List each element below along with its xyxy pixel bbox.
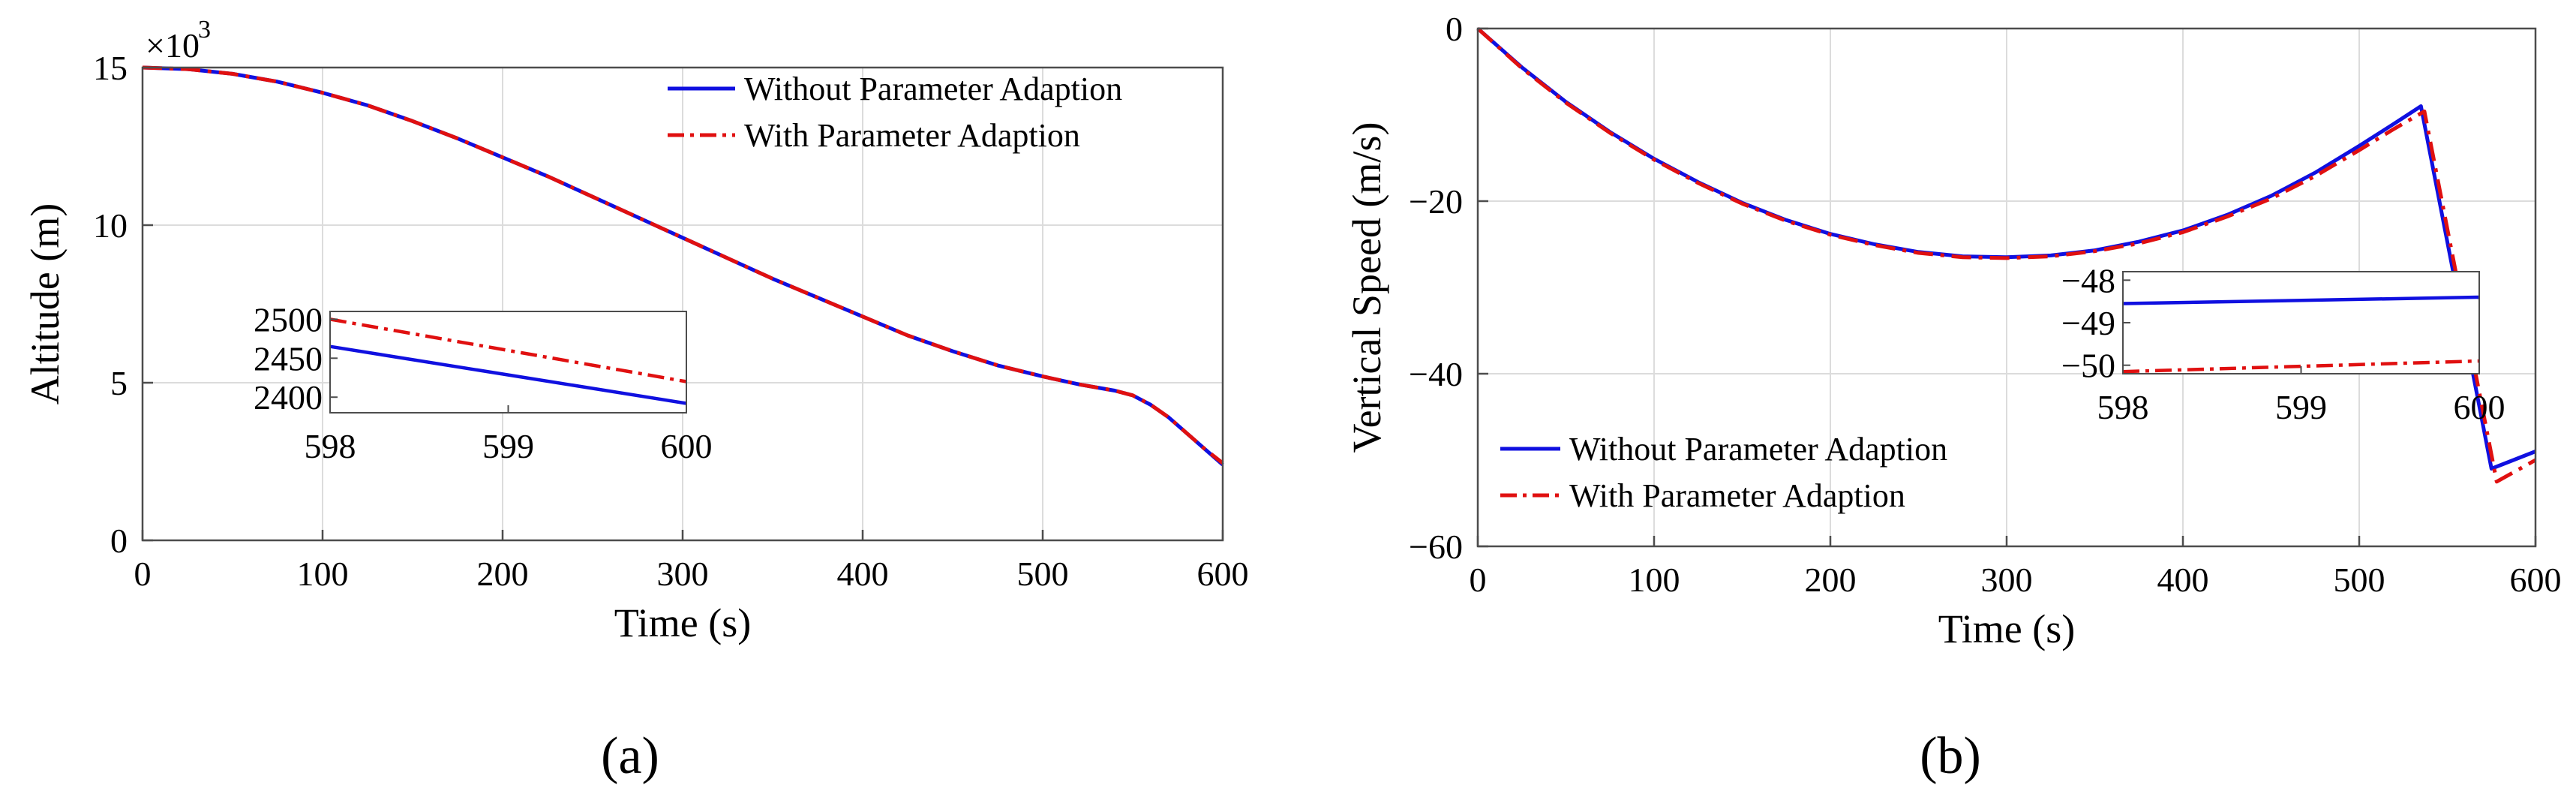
- y-tick-label: 5: [110, 364, 128, 402]
- inset-x-tick-label: 599: [2275, 388, 2327, 426]
- y-tick-label: 0: [1446, 10, 1463, 48]
- x-tick-label: 100: [297, 555, 349, 593]
- x-axis-label: Time (s): [1938, 606, 2076, 651]
- inset-y-tick-label: −49: [2061, 304, 2115, 342]
- y-tick-label: −60: [1409, 528, 1463, 566]
- y-axis-label: Altitude (m): [23, 203, 68, 405]
- series-line-with-adaption: [1476, 27, 2537, 484]
- y-tick-label: 15: [93, 49, 128, 87]
- y-tick-label: 10: [93, 206, 128, 245]
- inset-y-tick-label: −48: [2061, 261, 2115, 299]
- inset-y-tick-label: 2400: [254, 378, 323, 417]
- panel-a-altitude-chart: 0 100 200 300 400 500 600 0 5 10 15 ×103 Time (s) Alt…: [23, 16, 1249, 645]
- inset-background: [2123, 272, 2479, 374]
- y-tick-label: −40: [1409, 355, 1463, 393]
- x-tick-label: 600: [1197, 555, 1249, 593]
- legend-label: With Parameter Adaption: [744, 117, 1080, 154]
- legend: Without Parameter Adaption With Parameter…: [1500, 431, 1947, 514]
- inset-y-tick-label: 2450: [254, 339, 323, 377]
- y-axis-label: Vertical Speed (m/s): [1344, 122, 1389, 453]
- inset-series-line: [329, 344, 687, 405]
- panel-b-label: (b): [1920, 727, 1981, 785]
- x-tick-label: 200: [477, 555, 529, 593]
- inset-x-tick-label: 599: [482, 427, 534, 465]
- x-tick-label: 500: [2334, 561, 2385, 599]
- inset-x-tick-label: 598: [2097, 388, 2149, 426]
- legend-label: With Parameter Adaption: [1569, 477, 1905, 514]
- x-tick-label: 300: [657, 555, 709, 593]
- panel-a-label: (a): [601, 727, 659, 785]
- y-multiplier-exponent: 3: [198, 16, 211, 44]
- inset-y-tick-label: −50: [2061, 347, 2115, 385]
- x-tick-label: 400: [837, 555, 889, 593]
- inset-series-line: [2122, 359, 2480, 374]
- y-tick-label: −20: [1409, 182, 1463, 221]
- panel-b-vertical-speed-chart: 0 100 200 300 400 500 600 −60 −40 −20 0 Time (s) Ver…: [1344, 10, 2562, 651]
- y-multiplier-label: ×10: [146, 26, 200, 65]
- inset-y-tick-label: 2500: [254, 300, 323, 338]
- x-tick-label: 600: [2510, 561, 2562, 599]
- x-tick-label: 100: [1629, 561, 1680, 599]
- inset-background: [330, 311, 686, 413]
- legend: Without Parameter Adaption With Parameter…: [668, 71, 1122, 154]
- inset-series-line: [329, 317, 687, 383]
- series-line-with-adaption: [142, 65, 1224, 465]
- inset-series-line: [2122, 295, 2480, 305]
- x-tick-label: 200: [1805, 561, 1857, 599]
- x-tick-label: 500: [1017, 555, 1069, 593]
- inset-zoom: 598 599 600 −50 −49 −48: [2061, 261, 2505, 426]
- inset-x-tick-label: 600: [661, 427, 713, 465]
- legend-label: Without Parameter Adaption: [1569, 431, 1947, 468]
- inset-x-tick-label: 598: [305, 427, 356, 465]
- legend-label: Without Parameter Adaption: [744, 71, 1122, 107]
- x-axis-label: Time (s): [614, 600, 752, 645]
- x-tick-label: 300: [1981, 561, 2033, 599]
- x-tick-label: 0: [134, 555, 152, 593]
- y-tick-label: 0: [110, 522, 128, 560]
- inset-x-tick-label: 600: [2454, 388, 2505, 426]
- x-tick-label: 400: [2157, 561, 2209, 599]
- x-tick-label: 0: [1470, 561, 1487, 599]
